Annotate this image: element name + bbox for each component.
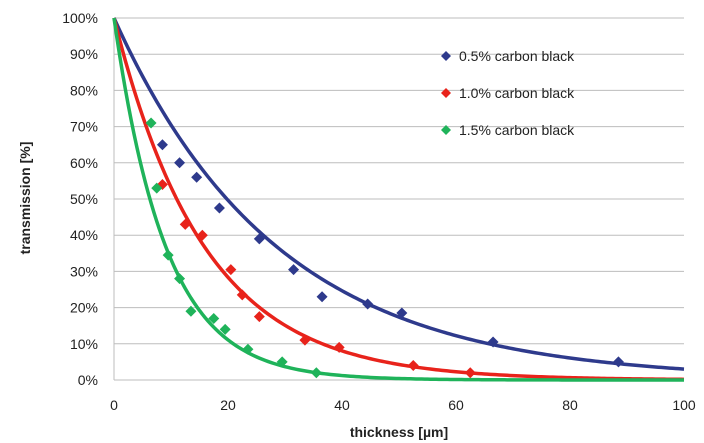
y-tick-label: 10% xyxy=(70,336,98,352)
series-line xyxy=(112,17,685,382)
y-tick-label: 60% xyxy=(70,155,98,171)
data-point xyxy=(310,367,322,379)
legend-marker xyxy=(441,125,451,135)
data-point xyxy=(236,289,248,301)
data-point xyxy=(288,264,300,276)
y-tick-label: 90% xyxy=(70,46,98,62)
data-point xyxy=(208,312,220,324)
y-axis-title: transmission [%] xyxy=(17,142,33,255)
fit-curves xyxy=(112,17,685,382)
y-tick-label: 70% xyxy=(70,119,98,135)
legend: 0.5% carbon black 1.0% carbon black 1.5% c… xyxy=(441,48,575,138)
data-point xyxy=(407,360,419,372)
x-tick-label: 60 xyxy=(448,397,464,413)
data-point xyxy=(196,229,208,241)
x-tick-labels: 0 20 40 60 80 100 xyxy=(110,397,696,413)
y-tick-label: 30% xyxy=(70,263,98,279)
legend-label: 1.0% carbon black xyxy=(459,85,575,101)
data-point xyxy=(156,139,168,151)
data-point xyxy=(333,341,345,353)
data-point xyxy=(242,343,254,355)
data-point xyxy=(162,249,174,261)
legend-marker xyxy=(441,51,451,61)
x-tick-label: 100 xyxy=(672,397,696,413)
data-point xyxy=(219,323,231,335)
data-point xyxy=(396,307,408,319)
series-line xyxy=(112,17,685,371)
grid-lines xyxy=(113,17,684,381)
data-point xyxy=(612,356,624,368)
data-point xyxy=(253,233,265,245)
y-tick-label: 20% xyxy=(70,300,98,316)
data-point xyxy=(316,291,328,303)
data-point xyxy=(225,264,237,276)
y-tick-label: 50% xyxy=(70,191,98,207)
data-point xyxy=(191,171,203,183)
data-point xyxy=(179,218,191,230)
data-point xyxy=(299,334,311,346)
data-point xyxy=(185,305,197,317)
data-point xyxy=(174,273,186,285)
legend-label: 1.5% carbon black xyxy=(459,122,575,138)
data-point xyxy=(145,117,157,129)
data-point xyxy=(151,182,163,194)
x-tick-label: 80 xyxy=(562,397,578,413)
data-point xyxy=(464,367,476,379)
y-tick-label: 100% xyxy=(62,10,98,26)
data-point xyxy=(276,356,288,368)
legend-label: 0.5% carbon black xyxy=(459,48,575,64)
data-point xyxy=(213,202,225,214)
y-tick-label: 80% xyxy=(70,82,98,98)
data-points xyxy=(145,117,624,379)
series-line xyxy=(112,17,684,382)
x-tick-label: 40 xyxy=(334,397,350,413)
y-tick-labels: 0% 10% 20% 30% 40% 50% 60% 70% 80% 90% 100% xyxy=(62,10,98,388)
data-point xyxy=(487,336,499,348)
x-tick-label: 20 xyxy=(220,397,236,413)
y-tick-label: 0% xyxy=(78,372,98,388)
legend-marker xyxy=(441,88,451,98)
data-point xyxy=(174,157,186,169)
data-point xyxy=(362,298,374,310)
x-axis-title: thickness [µm] xyxy=(350,424,448,440)
y-tick-label: 40% xyxy=(70,227,98,243)
data-point xyxy=(253,311,265,323)
x-tick-label: 0 xyxy=(110,397,118,413)
